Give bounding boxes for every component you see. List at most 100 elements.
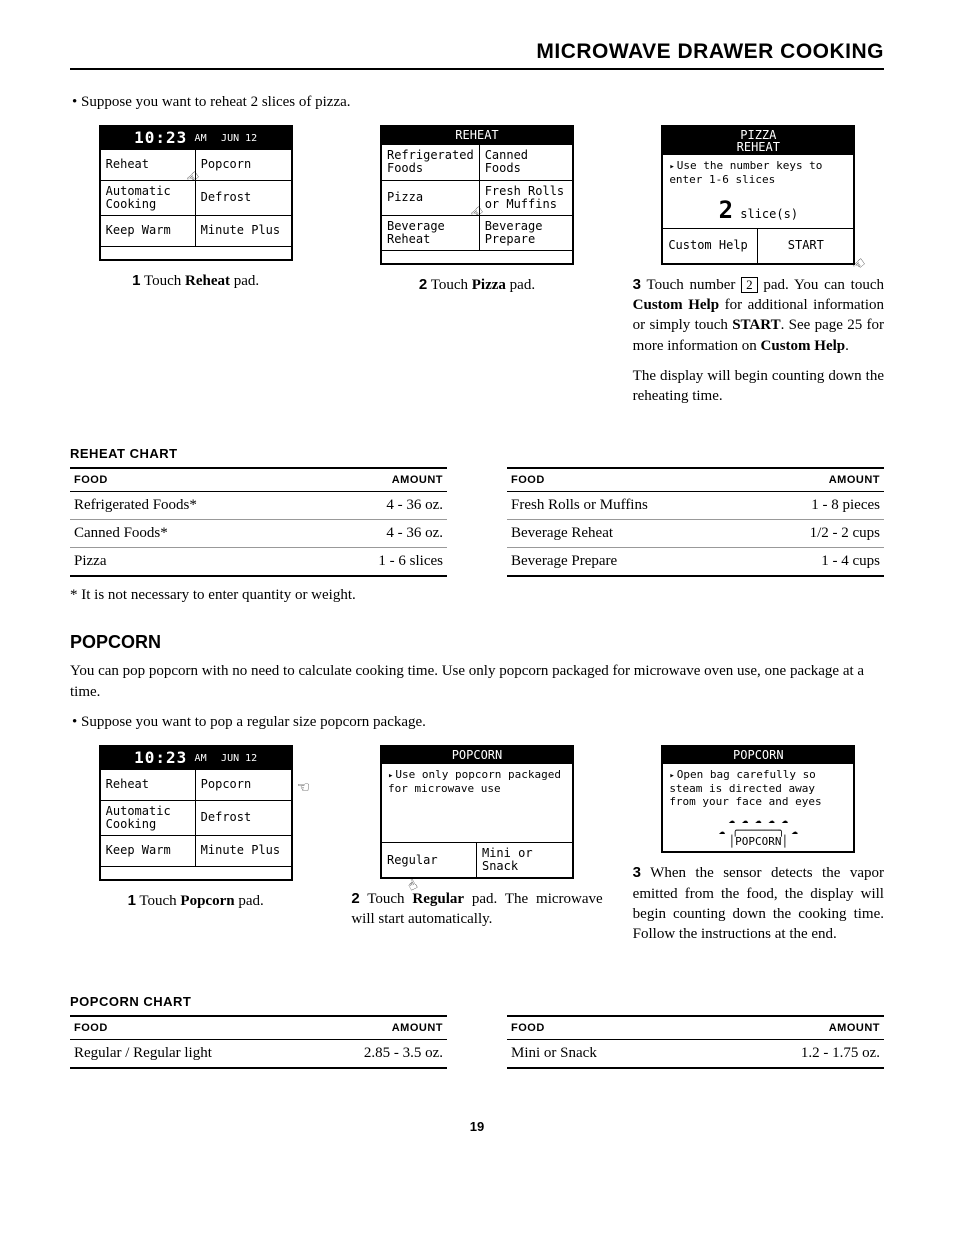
step1-post: pad. bbox=[230, 273, 259, 289]
step1-pre: Touch bbox=[144, 273, 185, 289]
pizza-slices-display: 2 slice(s) bbox=[663, 190, 853, 228]
lcd-main-menu: 10:23 AM JUN 12 Reheat☜ Popcorn Automati… bbox=[99, 125, 293, 261]
cell-amount: 1 - 4 cups bbox=[752, 548, 884, 577]
reheat-chart-tables: FOOD AMOUNT Refrigerated Foods*4 - 36 oz… bbox=[70, 467, 884, 577]
cell-auto-cook[interactable]: Automatic Cooking bbox=[101, 180, 196, 215]
popcorn-chart-label: POPCORN CHART bbox=[70, 994, 884, 1009]
pscreen-col-1: 10:23 AM JUN 12 Reheat Popcorn☜ Automati… bbox=[70, 745, 321, 954]
lcd-spacer bbox=[101, 866, 291, 879]
th-food: FOOD bbox=[507, 1016, 702, 1040]
cell-reheat[interactable]: Reheat bbox=[101, 769, 196, 800]
lcd-main-grid-2: Reheat Popcorn☜ Automatic Cooking Defros… bbox=[101, 769, 291, 866]
lcd-popcorn-2: POPCORN Open bag carefully so steam is d… bbox=[661, 745, 855, 853]
cell-defrost[interactable]: Defrost bbox=[196, 800, 291, 835]
lcd-spacer bbox=[382, 250, 572, 263]
clock-time: 10:23 bbox=[134, 128, 187, 147]
table-row: Beverage Reheat1/2 - 2 cups bbox=[507, 520, 884, 548]
cell-minute-plus[interactable]: Minute Plus bbox=[196, 835, 291, 866]
pizza-slices-num: 2 bbox=[719, 196, 733, 224]
step3-p2: The display will begin counting down the… bbox=[633, 366, 884, 407]
step3-bold1: Custom Help bbox=[633, 297, 719, 313]
step1-caption: 1 Touch Reheat pad. bbox=[70, 271, 321, 301]
lcd-clock-header: 10:23 AM JUN 12 bbox=[101, 127, 291, 149]
cell-food: Canned Foods* bbox=[70, 520, 313, 548]
lcd-popcorn-header-2: POPCORN bbox=[663, 747, 853, 764]
reheat-intro-bullet: Suppose you want to reheat 2 slices of p… bbox=[70, 94, 884, 111]
title-rule bbox=[70, 68, 884, 70]
reheat-screens-row: 10:23 AM JUN 12 Reheat☜ Popcorn Automati… bbox=[70, 125, 884, 416]
pstep2-pre: Touch bbox=[367, 891, 412, 907]
pstep1-bold: Popcorn bbox=[180, 893, 234, 909]
lcd-popcorn-header: POPCORN bbox=[382, 747, 572, 764]
cell-amount: 1 - 8 pieces bbox=[752, 492, 884, 520]
popcorn-chart-right: FOOD AMOUNT Mini or Snack1.2 - 1.75 oz. bbox=[507, 1015, 884, 1069]
regular-button[interactable]: Regular☜ bbox=[382, 842, 477, 877]
th-amount: AMOUNT bbox=[313, 468, 447, 492]
popcorn-heading: POPCORN bbox=[70, 632, 884, 653]
cell-pizza[interactable]: Pizza☜ bbox=[382, 180, 480, 215]
cell-keep-warm[interactable]: Keep Warm bbox=[101, 215, 196, 246]
step3-bold3: Custom Help bbox=[761, 338, 846, 354]
cell-bev-reheat[interactable]: Beverage Reheat bbox=[382, 215, 480, 250]
label-pizza: Pizza bbox=[387, 191, 423, 204]
pstep1-pre: Touch bbox=[139, 893, 180, 909]
step2-caption: 2 Touch Pizza pad. bbox=[351, 275, 602, 305]
label-popcorn: Popcorn bbox=[201, 778, 252, 791]
cell-amount: 1 - 6 slices bbox=[313, 548, 447, 577]
lcd-popcorn-1: POPCORN Use only popcorn packaged for mi… bbox=[380, 745, 574, 879]
reheat-chart-label: REHEAT CHART bbox=[70, 446, 884, 461]
th-amount: AMOUNT bbox=[752, 468, 884, 492]
th-food: FOOD bbox=[507, 468, 752, 492]
cell-rolls-muffins[interactable]: Fresh Rolls or Muffins bbox=[480, 180, 572, 215]
cell-auto-cook[interactable]: Automatic Cooking bbox=[101, 800, 196, 835]
lcd-pizza-header: PIZZA REHEAT bbox=[663, 127, 853, 155]
cell-popcorn[interactable]: Popcorn bbox=[196, 149, 291, 180]
cell-food: Fresh Rolls or Muffins bbox=[507, 492, 752, 520]
pstep1-caption: 1 Touch Popcorn pad. bbox=[70, 891, 321, 921]
cell-keep-warm[interactable]: Keep Warm bbox=[101, 835, 196, 866]
start-button[interactable]: START☜ bbox=[758, 228, 853, 263]
start-label: START bbox=[788, 239, 824, 252]
cell-amount: 1.2 - 1.75 oz. bbox=[702, 1040, 884, 1069]
popcorn-intro: You can pop popcorn with no need to calc… bbox=[70, 661, 884, 702]
cell-defrost[interactable]: Defrost bbox=[196, 180, 291, 215]
reheat-footnote: * It is not necessary to enter quantity … bbox=[70, 587, 884, 604]
table-row: Mini or Snack1.2 - 1.75 oz. bbox=[507, 1040, 884, 1069]
cell-canned-foods[interactable]: Canned Foods bbox=[480, 144, 572, 179]
cell-food: Refrigerated Foods* bbox=[70, 492, 313, 520]
step2-bold: Pizza bbox=[472, 277, 506, 293]
cell-food: Beverage Prepare bbox=[507, 548, 752, 577]
cell-reheat[interactable]: Reheat☜ bbox=[101, 149, 196, 180]
cell-amount: 4 - 36 oz. bbox=[313, 492, 447, 520]
cell-popcorn[interactable]: Popcorn☜ bbox=[196, 769, 291, 800]
lcd-spacer bbox=[101, 246, 291, 259]
popcorn-chart-tables: FOOD AMOUNT Regular / Regular light2.85 … bbox=[70, 1015, 884, 1069]
pstep3-num: 3 bbox=[633, 864, 641, 881]
table-row: Beverage Prepare1 - 4 cups bbox=[507, 548, 884, 577]
clock-date: JUN 12 bbox=[221, 753, 257, 764]
screen-col-3: PIZZA REHEAT Use the number keys to ente… bbox=[633, 125, 884, 416]
label-regular: Regular bbox=[387, 854, 438, 867]
cell-bev-prepare[interactable]: Beverage Prepare bbox=[480, 215, 572, 250]
lcd-reheat-header: REHEAT bbox=[382, 127, 572, 144]
clock-time: 10:23 bbox=[134, 748, 187, 767]
page-number: 19 bbox=[70, 1119, 884, 1134]
custom-help-button[interactable]: Custom Help bbox=[663, 228, 758, 263]
lcd-main-menu-2: 10:23 AM JUN 12 Reheat Popcorn☜ Automati… bbox=[99, 745, 293, 881]
table-row: Canned Foods*4 - 36 oz. bbox=[70, 520, 447, 548]
th-food: FOOD bbox=[70, 468, 313, 492]
cell-food: Regular / Regular light bbox=[70, 1040, 306, 1069]
keycap-2: 2 bbox=[741, 277, 758, 293]
pizza-header-2: REHEAT bbox=[737, 140, 780, 154]
cell-refrig-foods[interactable]: Refrigerated Foods bbox=[382, 144, 480, 179]
reheat-chart-left: FOOD AMOUNT Refrigerated Foods*4 - 36 oz… bbox=[70, 467, 447, 577]
cell-food: Mini or Snack bbox=[507, 1040, 702, 1069]
cell-minute-plus[interactable]: Minute Plus bbox=[196, 215, 291, 246]
mini-snack-button[interactable]: Mini or Snack bbox=[477, 842, 572, 877]
th-food: FOOD bbox=[70, 1016, 306, 1040]
screen-col-1: 10:23 AM JUN 12 Reheat☜ Popcorn Automati… bbox=[70, 125, 321, 416]
clock-ampm: AM bbox=[195, 753, 207, 764]
step3-p1b: pad. You can touch bbox=[758, 277, 884, 293]
hand-icon: ☜ bbox=[298, 778, 309, 798]
table-row: Pizza1 - 6 slices bbox=[70, 548, 447, 577]
